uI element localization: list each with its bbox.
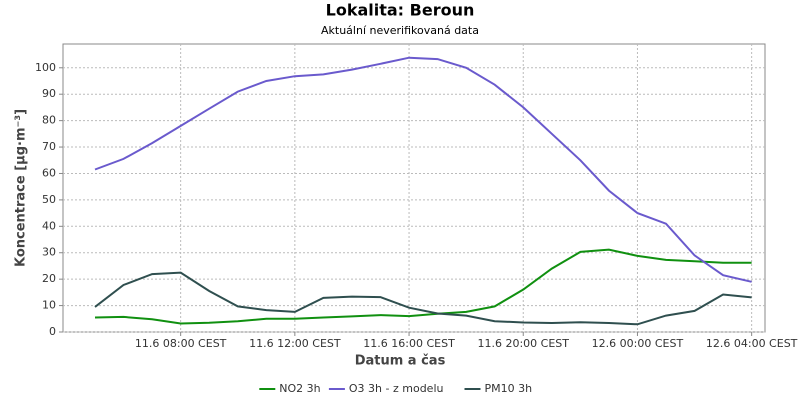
y-tick-label: 40: [42, 219, 56, 232]
x-tick-label: 11.6 16:00 CEST: [363, 337, 455, 350]
x-tick-label: 11.6 12:00 CEST: [249, 337, 341, 350]
x-axis-label: Datum a čas: [355, 354, 446, 369]
x-tick-label: 12.6 00:00 CEST: [592, 337, 684, 350]
y-tick-label: 50: [42, 193, 56, 206]
series-line: [94, 56, 752, 283]
x-tick-label: 12.6 04:00 CEST: [706, 337, 798, 350]
y-tick-label: 100: [35, 61, 56, 74]
x-tick-label: 11.6 08:00 CEST: [135, 337, 227, 350]
y-tick-label: 0: [49, 325, 56, 338]
y-tick-label: 60: [42, 166, 56, 179]
y-tick-label: 90: [42, 87, 56, 100]
series-line: [94, 248, 752, 325]
chart-title: Lokalita: Beroun: [326, 1, 475, 20]
legend-label: PM10 3h: [485, 382, 533, 395]
x-tick-label: 11.6 20:00 CEST: [477, 337, 569, 350]
y-tick-label: 70: [42, 140, 56, 153]
y-axis-label: Koncentrace [µg·m⁻³]: [14, 109, 29, 267]
legend-label: NO2 3h: [279, 382, 320, 395]
y-tick-label: 80: [42, 114, 56, 127]
y-tick-label: 10: [42, 299, 56, 312]
y-tick-label: 30: [42, 246, 56, 259]
chart-subtitle: Aktuální neverifikovaná data: [321, 24, 479, 37]
legend-label: O3 3h - z modelu: [349, 382, 444, 395]
plot-area: [62, 43, 766, 333]
series-line: [94, 271, 752, 326]
y-tick-label: 20: [42, 272, 56, 285]
